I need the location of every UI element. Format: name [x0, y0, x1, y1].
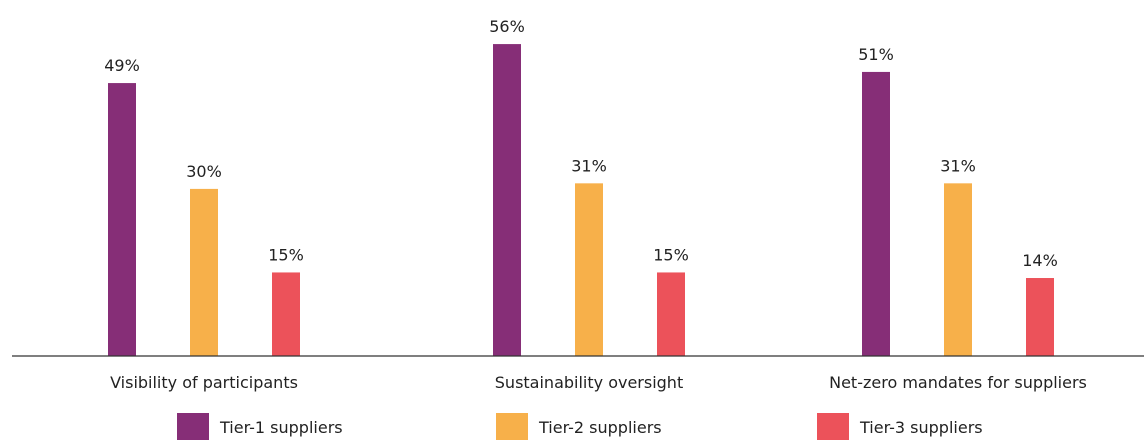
bars-layer: [108, 44, 1054, 357]
legend-item-tier-2-suppliers: Tier-2 suppliers: [496, 413, 662, 440]
legend-swatch-tier-1-suppliers: [177, 413, 209, 440]
legend-label-tier-1-suppliers: Tier-1 suppliers: [219, 418, 343, 437]
legend-swatch-tier-2-suppliers: [496, 413, 528, 440]
bar-tier-1-suppliers-visibility-of-participants: [108, 83, 136, 356]
legend-swatch-tier-3-suppliers: [817, 413, 849, 440]
bar-tier-2-suppliers-sustainability-oversight: [575, 183, 603, 356]
legend: Tier-1 suppliers Tier-2 suppliers Tier-3 s…: [177, 413, 983, 440]
bar-tier-2-suppliers-net-zero-mandates-for-suppliers: [944, 183, 972, 356]
bar-tier-1-suppliers-net-zero-mandates-for-suppliers: [862, 71, 890, 357]
category-label-visibility-of-participants: Visibility of participants: [110, 373, 298, 392]
data-label-tier-2-suppliers-sustainability-oversight: 31%: [571, 156, 607, 175]
legend-label-tier-2-suppliers: Tier-2 suppliers: [538, 418, 662, 437]
data-label-tier-3-suppliers-visibility-of-participants: 15%: [268, 245, 304, 264]
legend-item-tier-1-suppliers: Tier-1 suppliers: [177, 413, 343, 440]
data-label-tier-3-suppliers-sustainability-oversight: 15%: [653, 245, 689, 264]
bar-tier-3-suppliers-visibility-of-participants: [272, 272, 300, 356]
data-label-tier-3-suppliers-net-zero-mandates-for-suppliers: 14%: [1022, 251, 1058, 270]
category-label-net-zero-mandates-for-suppliers: Net-zero mandates for suppliers: [829, 373, 1087, 392]
category-label-sustainability-oversight: Sustainability oversight: [495, 373, 683, 392]
bar-tier-2-suppliers-visibility-of-participants: [190, 188, 218, 356]
bar-tier-1-suppliers-sustainability-oversight: [493, 44, 521, 357]
bar-tier-3-suppliers-net-zero-mandates-for-suppliers: [1026, 278, 1054, 356]
data-label-tier-2-suppliers-visibility-of-participants: 30%: [186, 162, 222, 181]
data-label-tier-2-suppliers-net-zero-mandates-for-suppliers: 31%: [940, 156, 976, 175]
value-labels-layer: 49% 30% 15% 56% 31% 15% 51% 31% 14%: [104, 17, 1058, 270]
bar-tier-3-suppliers-sustainability-oversight: [657, 272, 685, 356]
legend-label-tier-3-suppliers: Tier-3 suppliers: [859, 418, 983, 437]
legend-item-tier-3-suppliers: Tier-3 suppliers: [817, 413, 983, 440]
category-labels-layer: Visibility of participants Sustainability…: [110, 373, 1087, 392]
data-label-tier-1-suppliers-net-zero-mandates-for-suppliers: 51%: [858, 45, 894, 64]
data-label-tier-1-suppliers-sustainability-oversight: 56%: [489, 17, 525, 36]
data-label-tier-1-suppliers-visibility-of-participants: 49%: [104, 56, 140, 75]
